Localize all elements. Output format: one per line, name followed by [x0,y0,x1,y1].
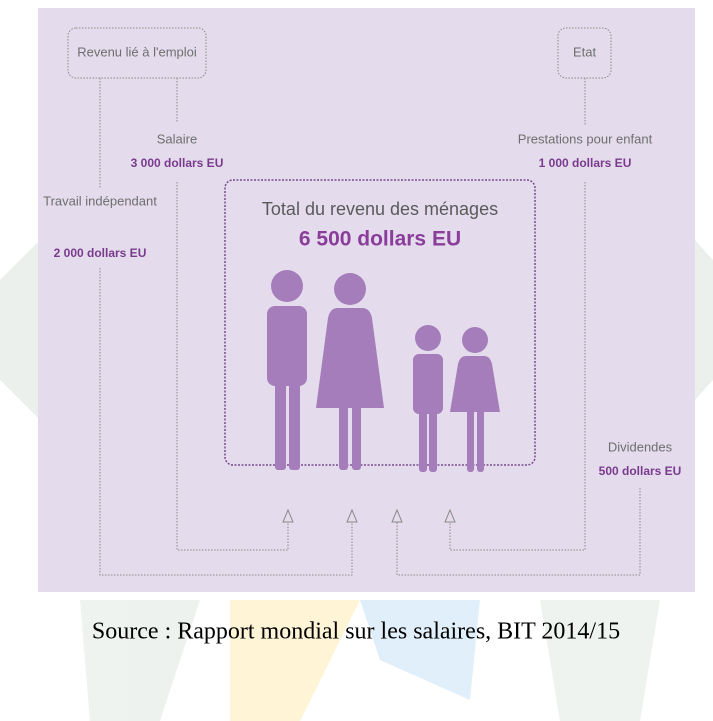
total-label: Total du revenu des ménages [262,199,498,219]
flow-label: Dividendes [608,439,673,454]
flow-amount: 500 dollars EU [599,464,682,478]
source-label: Etat [573,44,597,59]
flow-amount: 3 000 dollars EU [131,156,224,170]
source-note: Source : Rapport mondial sur les salaire… [92,619,620,645]
source-label: Revenu lié à l'emploi [77,44,197,59]
flow-label: Salaire [157,131,197,146]
total-amount: 6 500 dollars EU [299,228,461,251]
flow-amount: 1 000 dollars EU [539,156,632,170]
flow-label: Prestations pour enfant [518,131,653,146]
flow-amount: 2 000 dollars EU [54,246,147,260]
page: Revenu lié à l'emploi Etat Salaire 3 000… [0,0,713,721]
background-panel [38,8,695,592]
flow-label: Travail indépendant [43,193,157,208]
